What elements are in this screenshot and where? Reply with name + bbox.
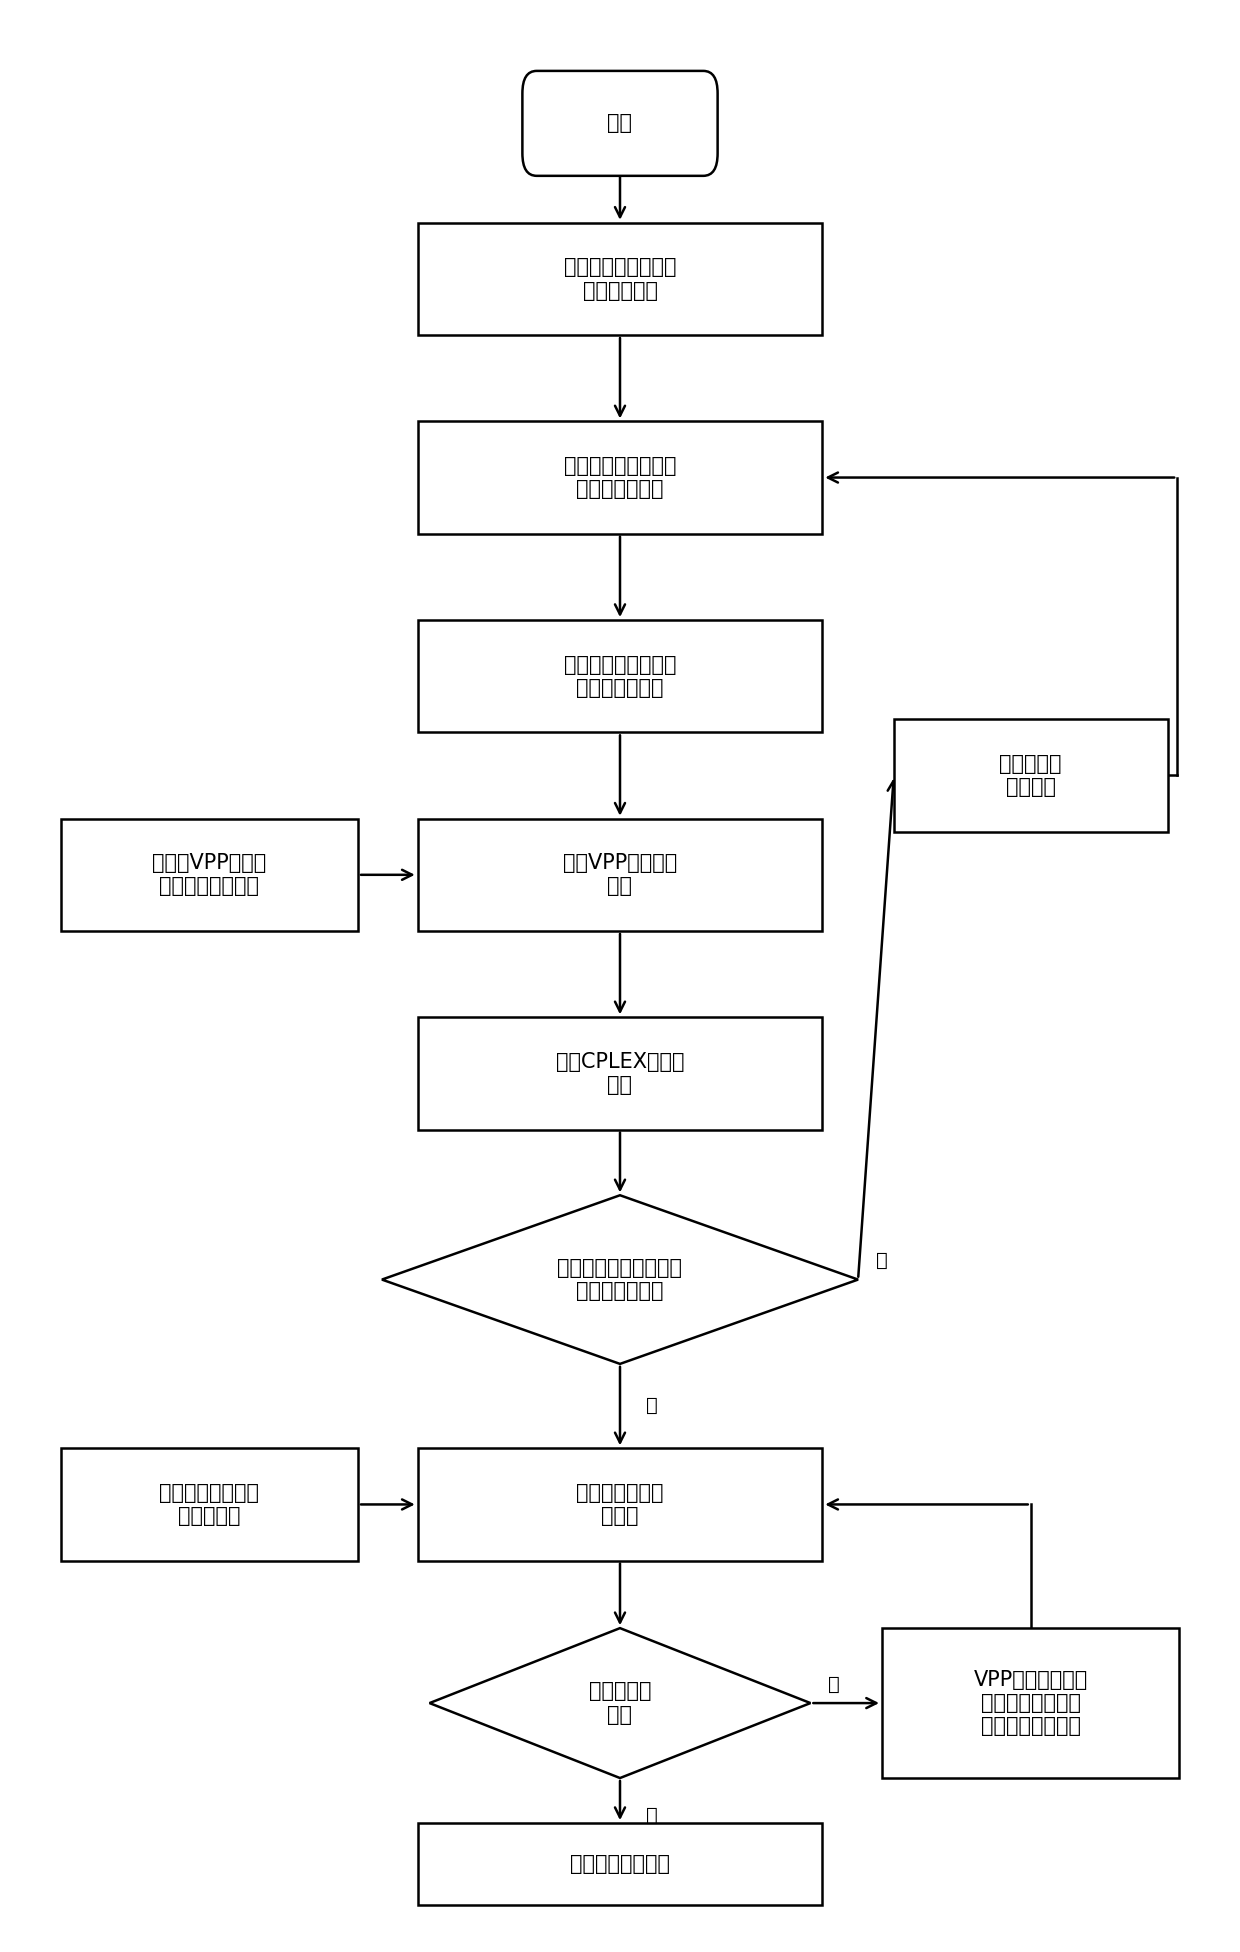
Bar <box>418 1448 822 1562</box>
Text: VPP从实时市场中
平衡因预测误差而
产生的功率偏差量: VPP从实时市场中 平衡因预测误差而 产生的功率偏差量 <box>973 1669 1087 1735</box>
Text: 采用粒子群算法求解
上层配电网模型: 采用粒子群算法求解 上层配电网模型 <box>564 457 676 500</box>
Bar <box>418 1823 822 1905</box>
Bar <box>882 1628 1179 1778</box>
Text: 判断解是否可行，且满
足一定经济性？: 判断解是否可行，且满 足一定经济性？ <box>558 1257 682 1302</box>
Bar <box>418 621 822 732</box>
Text: 初始化配电网参数，
潮流约束参数: 初始化配电网参数， 潮流约束参数 <box>564 258 676 301</box>
Bar <box>418 1017 822 1130</box>
Bar <box>61 1448 358 1562</box>
Polygon shape <box>382 1195 858 1364</box>
Text: 输出实时优化结果: 输出实时优化结果 <box>570 1854 670 1874</box>
Text: 输出系统日前优
化结果: 输出系统日前优 化结果 <box>577 1484 663 1526</box>
Text: 调节上下层
交互功率: 调节上下层 交互功率 <box>999 753 1061 796</box>
FancyBboxPatch shape <box>522 70 718 176</box>
Text: 调用CPLEX求解器
求解: 调用CPLEX求解器 求解 <box>556 1052 684 1095</box>
Text: 否: 否 <box>875 1251 888 1271</box>
Bar <box>894 718 1168 832</box>
Text: 建立VPP鲁棒优化
模型: 建立VPP鲁棒优化 模型 <box>563 853 677 896</box>
Text: 是否存在偏
差？: 是否存在偏 差？ <box>589 1681 651 1726</box>
Text: 初始化VPP参数，
设置预测误差系数: 初始化VPP参数， 设置预测误差系数 <box>153 853 267 896</box>
Bar <box>61 818 358 931</box>
Text: 是: 是 <box>828 1675 839 1694</box>
Polygon shape <box>429 1628 811 1778</box>
Text: 开始: 开始 <box>608 113 632 133</box>
Bar <box>418 818 822 931</box>
Bar <box>418 422 822 533</box>
Text: 是: 是 <box>646 1396 658 1415</box>
Text: 输出上层优化结果，
并代入下层模型: 输出上层优化结果， 并代入下层模型 <box>564 654 676 697</box>
Bar <box>418 223 822 336</box>
Text: 否: 否 <box>646 1806 658 1825</box>
Text: 实时阶段可再生能
源实际出力: 实时阶段可再生能 源实际出力 <box>159 1484 259 1526</box>
